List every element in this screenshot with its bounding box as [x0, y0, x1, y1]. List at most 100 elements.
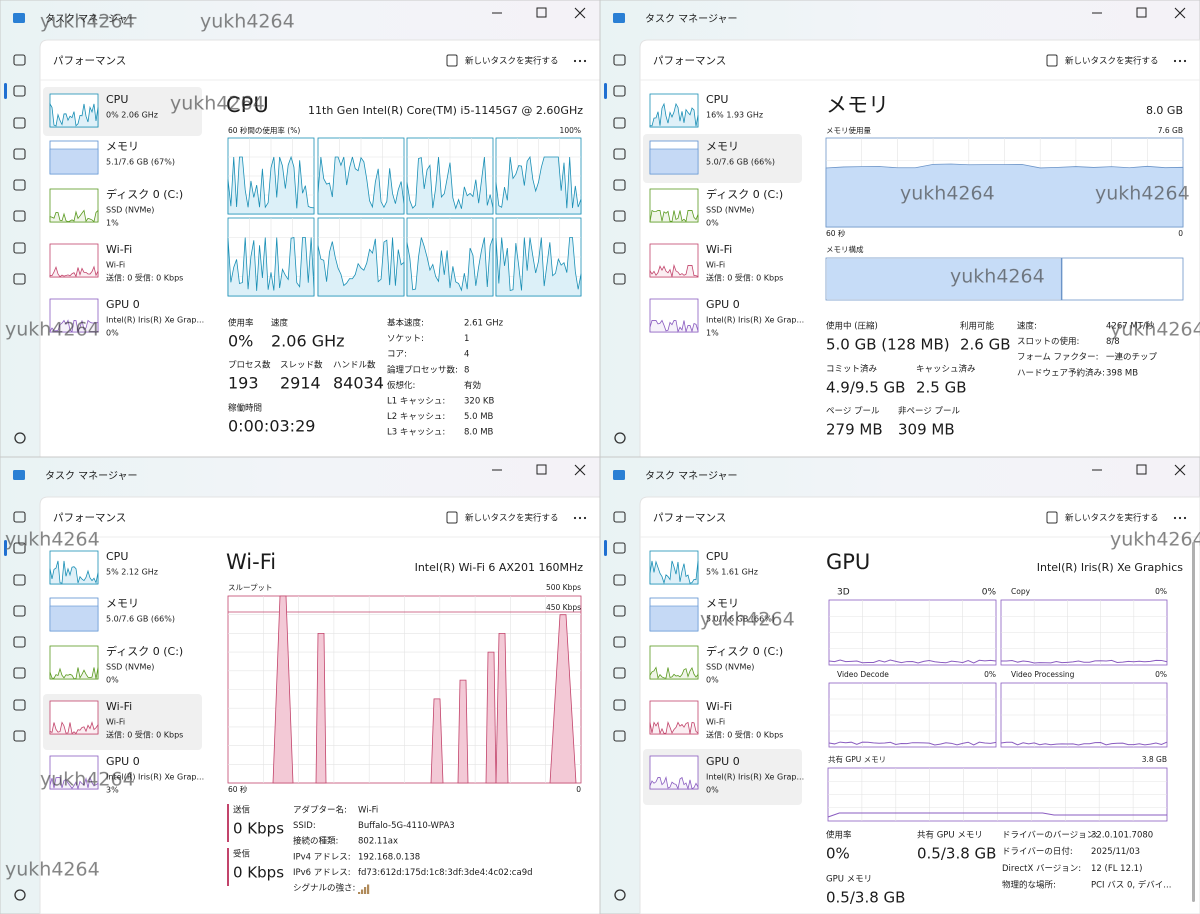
sidebar-detail: 送信: 0 受信: 0 Kbps: [706, 730, 783, 740]
sidebar-item[interactable]: CPU 5% 2.12 GHz: [49, 550, 158, 585]
settings-icon[interactable]: [14, 432, 26, 444]
sidebar-item[interactable]: メモリ 5.0/7.6 GB (66%): [649, 597, 775, 632]
sidebar-item[interactable]: メモリ 5.1/7.6 GB (67%): [49, 140, 175, 175]
spec-label: シグナルの強さ:: [293, 883, 355, 894]
nav-icon[interactable]: [13, 85, 26, 97]
nav-icon[interactable]: [13, 730, 26, 742]
graph-area: [317, 237, 405, 297]
sidebar-detail: 5.0/7.6 GB (66%): [706, 615, 775, 624]
run-task-button[interactable]: 新しいタスクを実行する: [465, 56, 559, 67]
nav-icon[interactable]: [13, 699, 26, 711]
nav-icon[interactable]: [13, 667, 26, 679]
maximize-button[interactable]: [536, 7, 547, 18]
run-task-icon[interactable]: [446, 511, 458, 524]
sidebar-item[interactable]: CPU 5% 1.61 GHz: [649, 550, 758, 585]
sidebar-name: Wi-Fi: [106, 700, 132, 713]
more-dot[interactable]: [573, 516, 577, 520]
run-task-icon[interactable]: [1046, 54, 1058, 67]
sidebar-item[interactable]: メモリ 5.0/7.6 GB (66%): [49, 597, 175, 632]
run-task-icon[interactable]: [1046, 511, 1058, 524]
app-title: タスク マネージャー: [645, 13, 737, 25]
nav-icon[interactable]: [13, 210, 26, 222]
more-dot[interactable]: [573, 59, 577, 63]
sidebar-item[interactable]: GPU 0 Intel(R) Iris(R) Xe Grap... 1%: [649, 298, 804, 338]
nav-icon[interactable]: [13, 148, 26, 160]
nav-icon[interactable]: [613, 54, 626, 66]
app-title: タスク マネージャー: [645, 470, 737, 482]
nav-icon[interactable]: [13, 54, 26, 66]
more-dot[interactable]: [578, 59, 582, 63]
nav-icon[interactable]: [613, 542, 626, 554]
app-icon: [613, 470, 625, 480]
settings-icon[interactable]: [614, 889, 626, 901]
sidebar-item[interactable]: GPU 0 Intel(R) Iris(R) Xe Grap... 3%: [49, 755, 204, 795]
graph-label: 0: [576, 785, 581, 794]
more-dot[interactable]: [1183, 59, 1187, 63]
nav-icon[interactable]: [613, 605, 626, 617]
maximize-button[interactable]: [1136, 7, 1147, 18]
nav-icon[interactable]: [13, 179, 26, 191]
graph-label: Video Decode: [837, 670, 889, 679]
sidebar-item[interactable]: Wi-Fi Wi-Fi 送信: 0 受信: 0 Kbps: [649, 243, 783, 283]
more-dot[interactable]: [1178, 59, 1182, 63]
nav-icon[interactable]: [613, 636, 626, 648]
close-button[interactable]: [1174, 464, 1186, 476]
sidebar-item[interactable]: メモリ 5.0/7.6 GB (66%): [649, 140, 775, 175]
run-task-icon[interactable]: [446, 54, 458, 67]
sidebar-item[interactable]: GPU 0 Intel(R) Iris(R) Xe Grap... 0%: [49, 298, 204, 338]
more-dot[interactable]: [1183, 516, 1187, 520]
run-task-button[interactable]: 新しいタスクを実行する: [1065, 56, 1159, 67]
maximize-button[interactable]: [536, 464, 547, 475]
nav-icon[interactable]: [613, 117, 626, 129]
nav-icon[interactable]: [13, 242, 26, 254]
nav-icon[interactable]: [613, 179, 626, 191]
nav-icon[interactable]: [613, 273, 626, 285]
sidebar-item[interactable]: ディスク 0 (C:) SSD (NVMe) 0%: [49, 644, 183, 685]
nav-icon[interactable]: [13, 273, 26, 285]
settings-icon[interactable]: [614, 432, 626, 444]
nav-icon[interactable]: [613, 148, 626, 160]
spec-label: IPv6 アドレス:: [293, 868, 351, 878]
close-button[interactable]: [574, 464, 586, 476]
more-dot[interactable]: [1173, 59, 1177, 63]
more-dot[interactable]: [583, 516, 587, 520]
nav-icon[interactable]: [13, 636, 26, 648]
nav-icon[interactable]: [613, 667, 626, 679]
run-task-button[interactable]: 新しいタスクを実行する: [1065, 513, 1159, 524]
sidebar-item[interactable]: Wi-Fi Wi-Fi 送信: 0 受信: 0 Kbps: [49, 243, 183, 283]
sidebar-item[interactable]: GPU 0 Intel(R) Iris(R) Xe Grap... 0%: [649, 755, 804, 795]
maximize-button[interactable]: [1136, 464, 1147, 475]
close-button[interactable]: [1174, 7, 1186, 19]
more-dot[interactable]: [578, 516, 582, 520]
run-task-button[interactable]: 新しいタスクを実行する: [465, 513, 559, 524]
nav-icon[interactable]: [13, 117, 26, 129]
settings-icon[interactable]: [14, 889, 26, 901]
nav-icon[interactable]: [613, 730, 626, 742]
sidebar-item[interactable]: ディスク 0 (C:) SSD (NVMe) 0%: [649, 187, 783, 228]
nav-icon[interactable]: [613, 699, 626, 711]
more-dot[interactable]: [1173, 516, 1177, 520]
sidebar-item[interactable]: Wi-Fi Wi-Fi 送信: 0 受信: 0 Kbps: [649, 700, 783, 740]
sidebar-item[interactable]: ディスク 0 (C:) SSD (NVMe) 0%: [649, 644, 783, 685]
traffic-spike: [272, 595, 294, 784]
nav-icon[interactable]: [13, 511, 26, 523]
nav-icon[interactable]: [13, 574, 26, 586]
sidebar-item[interactable]: CPU 0% 2.06 GHz: [49, 93, 158, 128]
sidebar-item[interactable]: Wi-Fi Wi-Fi 送信: 0 受信: 0 Kbps: [49, 700, 183, 740]
more-dot[interactable]: [1178, 516, 1182, 520]
close-button[interactable]: [574, 7, 586, 19]
nav-icon[interactable]: [613, 85, 626, 97]
stat-value: 2.06 GHz: [271, 332, 345, 351]
sidebar-item[interactable]: ディスク 0 (C:) SSD (NVMe) 1%: [49, 187, 183, 228]
nav-icon[interactable]: [613, 210, 626, 222]
nav-icon[interactable]: [613, 511, 626, 523]
nav-icon[interactable]: [13, 605, 26, 617]
sidebar-item[interactable]: CPU 16% 1.93 GHz: [649, 93, 763, 128]
stat-value: 309 MB: [898, 421, 955, 439]
nav-icon[interactable]: [613, 574, 626, 586]
more-dot[interactable]: [583, 59, 587, 63]
watermark: yukh4264: [40, 11, 135, 33]
nav-icon[interactable]: [13, 542, 26, 554]
graph-area: [649, 209, 699, 223]
nav-icon[interactable]: [613, 242, 626, 254]
